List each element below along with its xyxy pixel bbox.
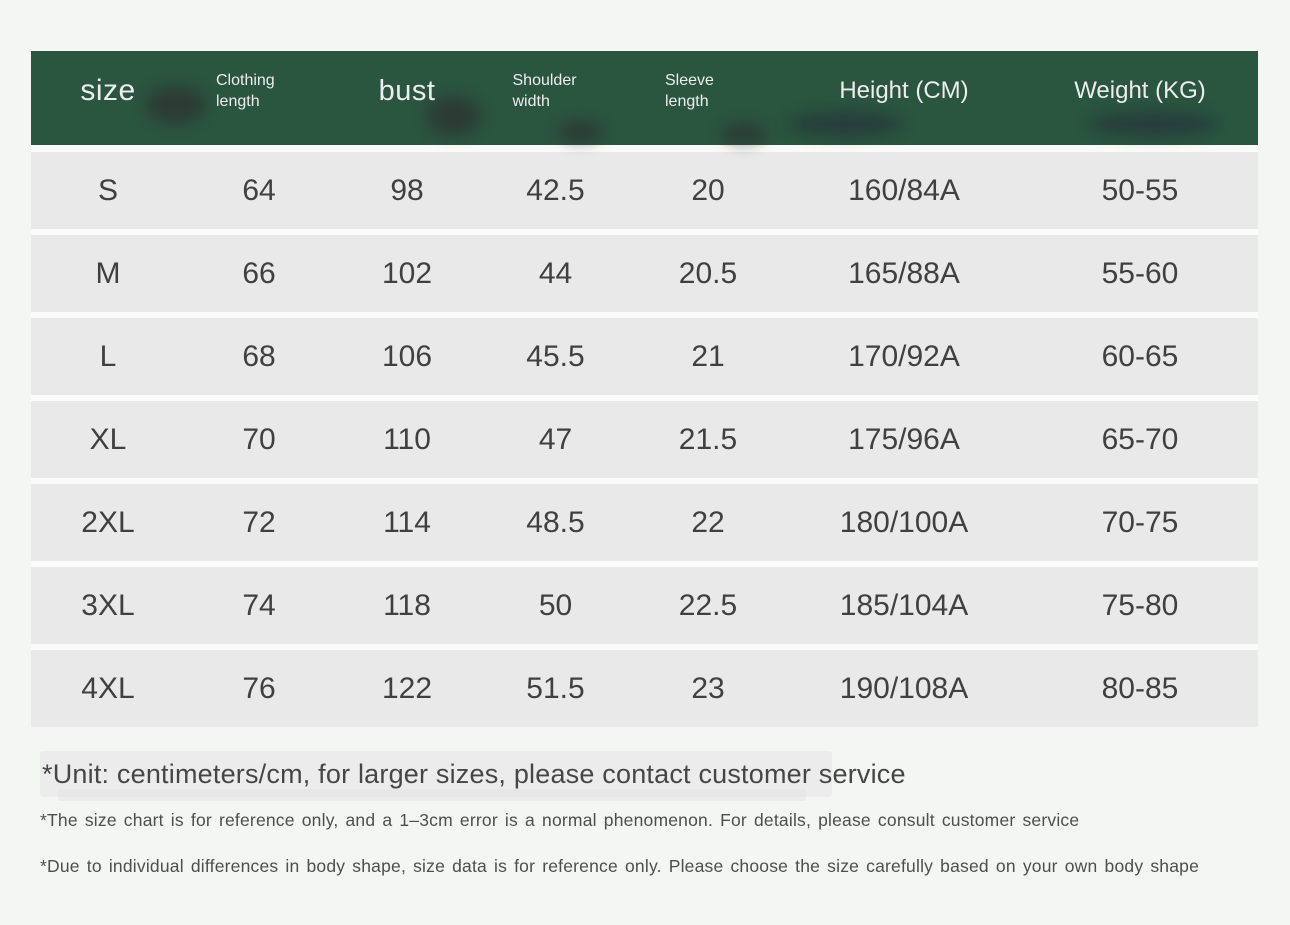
table-header-row: size Clothing length bust Shoulder width… bbox=[31, 51, 1258, 145]
size-label-cell: 3XL bbox=[81, 588, 135, 622]
measurement-cell: 60-65 bbox=[1101, 339, 1179, 373]
measurement-cell: 66 bbox=[242, 256, 276, 290]
table-row: M 66 102 44 20.5 165/88A 55-60 bbox=[31, 235, 1258, 312]
size-label-cell: XL bbox=[89, 422, 127, 456]
size-label-cell: M bbox=[95, 256, 121, 290]
measurement-cell: 98 bbox=[390, 173, 424, 207]
measurement-cell: 22 bbox=[691, 505, 725, 539]
measurement-cell: 180/100A bbox=[839, 505, 969, 539]
header-cell-shoulder-width: Shoulder width bbox=[481, 70, 630, 126]
measurement-cell: 70 bbox=[242, 422, 276, 456]
header-label: Shoulder width bbox=[512, 72, 577, 110]
measurement-cell: 74 bbox=[242, 588, 276, 622]
table-row: XL 70 110 47 21.5 175/96A 65-70 bbox=[31, 401, 1258, 478]
header-label: Clothing length bbox=[216, 72, 275, 110]
measurement-cell: 102 bbox=[381, 256, 433, 290]
table-row: L 68 106 45.5 21 170/92A 60-65 bbox=[31, 318, 1258, 395]
measurement-cell: 50 bbox=[538, 588, 573, 622]
unit-note: *Unit: centimeters/cm, for larger sizes,… bbox=[42, 759, 906, 789]
measurement-cell: 45.5 bbox=[526, 339, 585, 373]
table-row: S 64 98 42.5 20 160/84A 50-55 bbox=[31, 152, 1258, 229]
header-cell-clothing-length: Clothing length bbox=[185, 70, 333, 126]
size-table: size Clothing length bust Shoulder width… bbox=[31, 51, 1258, 727]
blur-artifact bbox=[721, 123, 766, 145]
measurement-cell: 114 bbox=[383, 505, 431, 539]
measurement-cell: 51.5 bbox=[526, 671, 585, 705]
size-label-cell: S bbox=[97, 173, 118, 207]
measurement-cell: 44 bbox=[538, 256, 573, 290]
measurement-cell: 55-60 bbox=[1101, 256, 1179, 290]
size-label-cell: 4XL bbox=[81, 671, 135, 705]
measurement-cell: 190/108A bbox=[839, 671, 969, 705]
measurement-cell: 118 bbox=[383, 588, 431, 622]
header-cell-weight: Weight (KG) bbox=[1074, 77, 1206, 104]
header-cell-sleeve-length: Sleeve length bbox=[630, 70, 786, 126]
header-cell-height: Height (CM) bbox=[839, 77, 969, 104]
measurement-cell: 23 bbox=[691, 671, 725, 705]
measurement-cell: 106 bbox=[381, 339, 433, 373]
measurement-cell: 20.5 bbox=[678, 256, 738, 290]
measurement-cell: 170/92A bbox=[848, 339, 960, 373]
measurement-cell: 42.5 bbox=[526, 173, 585, 207]
table-row: 2XL 72 114 48.5 22 180/100A 70-75 bbox=[31, 484, 1258, 561]
measurement-cell: 47 bbox=[538, 422, 573, 456]
reference-note: *The size chart is for reference only, a… bbox=[40, 810, 1080, 830]
measurement-cell: 22.5 bbox=[678, 588, 738, 622]
measurement-cell: 64 bbox=[242, 173, 276, 207]
size-label-cell: 2XL bbox=[81, 505, 135, 539]
measurement-cell: 76 bbox=[242, 671, 276, 705]
table-row: 3XL 74 118 50 22.5 185/104A 75-80 bbox=[31, 567, 1258, 644]
header-cell-bust: bust bbox=[378, 74, 436, 107]
measurement-cell: 185/104A bbox=[839, 588, 969, 622]
measurement-cell: 165/88A bbox=[848, 256, 960, 290]
table-body: S 64 98 42.5 20 160/84A 50-55 M 66 102 44 20.5 165/8… bbox=[31, 152, 1258, 727]
header-cell-size: size bbox=[80, 74, 136, 107]
measurement-cell: 50-55 bbox=[1101, 173, 1179, 207]
body-shape-note: *Due to individual differences in body s… bbox=[40, 856, 1200, 876]
table-row: 4XL 76 122 51.5 23 190/108A 80-85 bbox=[31, 650, 1258, 727]
measurement-cell: 21.5 bbox=[678, 422, 738, 456]
measurement-cell: 122 bbox=[381, 671, 433, 705]
measurement-cell: 48.5 bbox=[526, 505, 585, 539]
measurement-cell: 20 bbox=[691, 173, 725, 207]
size-label-cell: L bbox=[99, 339, 117, 373]
measurement-cell: 21 bbox=[691, 339, 725, 373]
measurement-cell: 80-85 bbox=[1101, 671, 1179, 705]
measurement-cell: 110 bbox=[383, 422, 431, 456]
measurement-cell: 72 bbox=[242, 505, 276, 539]
measurement-cell: 175/96A bbox=[848, 422, 960, 456]
note-highlight-strip bbox=[58, 789, 806, 801]
measurement-cell: 65-70 bbox=[1101, 422, 1179, 456]
note-highlight-band bbox=[40, 751, 832, 797]
header-label: Sleeve length bbox=[665, 72, 714, 110]
measurement-cell: 160/84A bbox=[848, 173, 960, 207]
measurement-cell: 75-80 bbox=[1101, 588, 1179, 622]
measurement-cell: 70-75 bbox=[1101, 505, 1179, 539]
measurement-cell: 68 bbox=[242, 339, 276, 373]
